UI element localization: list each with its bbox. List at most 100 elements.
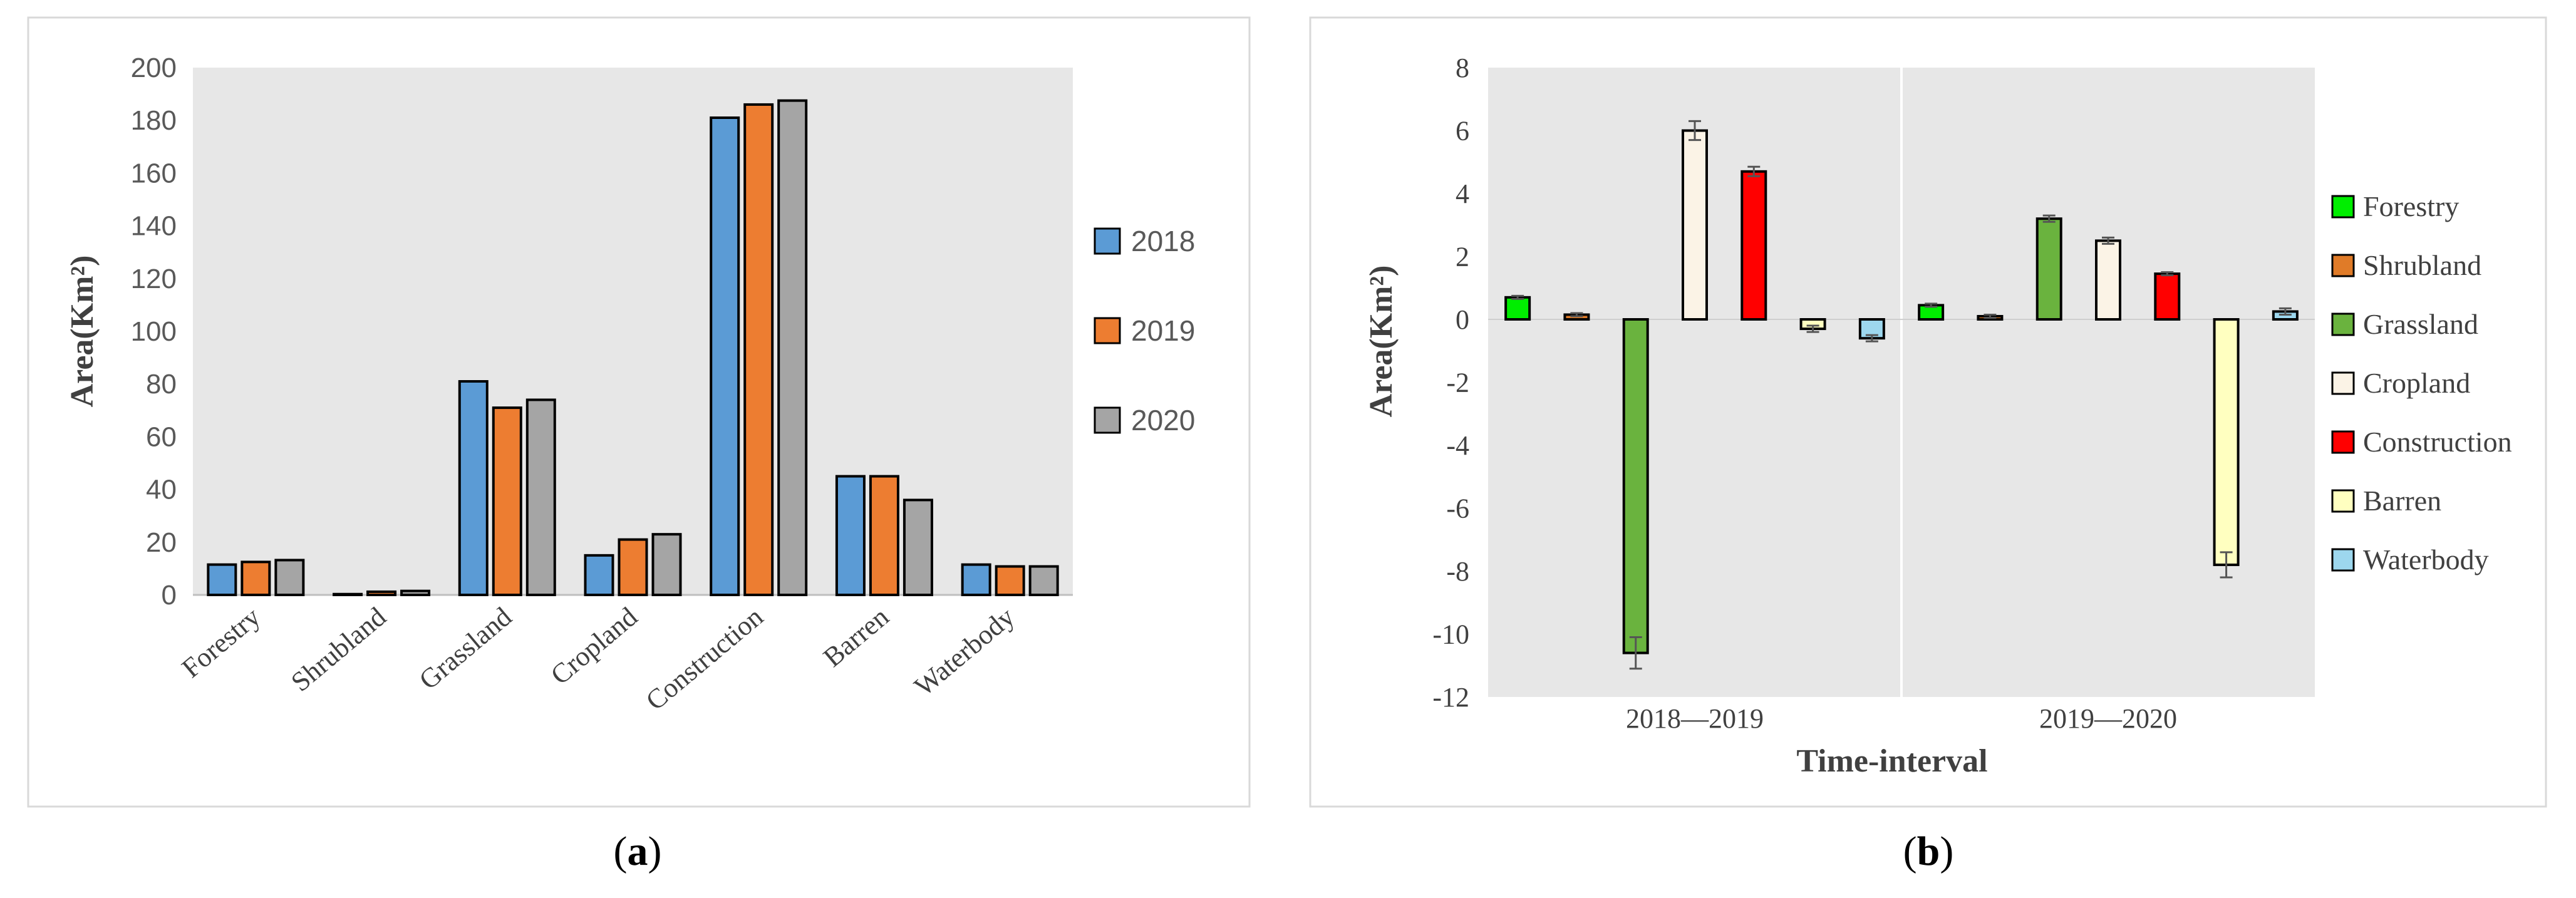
error-bar bbox=[1806, 324, 1819, 333]
panel-b-y-ticks: -12 -10 -8 -6 -4 -2 0 2 4 6 8 bbox=[1432, 53, 2315, 713]
legend-label-grassland: Grassland bbox=[2363, 308, 2478, 340]
panel-a-y-tick-label: 200 bbox=[131, 53, 177, 83]
panel-b-y-axis-label: Area(Km²) bbox=[1363, 266, 1399, 418]
bar-forestry-2020 bbox=[274, 559, 305, 596]
panel-b-legend: Forestry Shrubland Grassland Cropland Constr… bbox=[2331, 190, 2512, 575]
legend-swatch-cropland bbox=[2331, 371, 2355, 395]
bar-cropland-2019 bbox=[618, 538, 648, 597]
bar-forestry-2018-2019 bbox=[1504, 296, 1531, 321]
legend-swatch-2019 bbox=[1094, 317, 1121, 344]
bar-shrubland-2019 bbox=[366, 590, 397, 596]
panel-a-y-tick-label: 20 bbox=[146, 527, 177, 558]
error-bar bbox=[1629, 636, 1642, 670]
legend-label-forestry: Forestry bbox=[2363, 190, 2459, 222]
legend-label-2020: 2020 bbox=[1131, 404, 1195, 436]
panel-b-category-label: 2018—2019 bbox=[1626, 703, 1764, 734]
bar-shrubland-2018 bbox=[333, 592, 363, 596]
bar-construction-2019-2020 bbox=[2154, 272, 2181, 321]
bar-construction-2019 bbox=[743, 103, 774, 596]
panel-b-y-tick-label: 2 bbox=[1456, 242, 1469, 272]
bar-waterbody-2020 bbox=[1028, 565, 1059, 596]
bar-barren-2020 bbox=[903, 498, 933, 596]
panel-b: -12 -10 -8 -6 -4 -2 0 2 4 6 8 2018—2019 2019—2020 A… bbox=[1309, 16, 2547, 874]
panel-a-y-tick-label: 40 bbox=[146, 475, 177, 505]
error-bar bbox=[2102, 236, 2114, 245]
panel-b-y-tick-label: 0 bbox=[1456, 304, 1469, 335]
legend-swatch-barren bbox=[2331, 489, 2355, 513]
error-bar bbox=[1689, 120, 1701, 142]
panel-a-plot-area bbox=[193, 68, 1073, 595]
error-bar bbox=[1511, 294, 1524, 300]
panel-a-y-tick-label: 0 bbox=[162, 580, 177, 611]
panel-a-y-tick-label: 140 bbox=[131, 211, 177, 242]
bar-grassland-2020 bbox=[525, 398, 556, 597]
panel-a-legend: 2018 2019 2020 bbox=[1094, 225, 1195, 436]
error-bar bbox=[1925, 302, 1938, 308]
bar-construction-2020 bbox=[777, 99, 808, 596]
bar-grassland-2018-2019 bbox=[1622, 318, 1649, 654]
legend-swatch-construction bbox=[2331, 430, 2355, 454]
panel-b-x-axis-label: Time-interval bbox=[1796, 743, 1987, 779]
error-bar bbox=[2161, 271, 2174, 277]
panel-a-y-tick-label: 100 bbox=[131, 316, 177, 347]
legend-label-waterbody: Waterbody bbox=[2363, 544, 2489, 575]
panel-b-y-tick-label: -12 bbox=[1432, 682, 1469, 713]
legend-label-cropland: Cropland bbox=[2363, 367, 2470, 399]
error-bar bbox=[1570, 312, 1583, 317]
panel-a-y-tick-label: 60 bbox=[146, 421, 177, 452]
legend-swatch-waterbody bbox=[2331, 548, 2355, 572]
panel-b-caption: (b) bbox=[1903, 828, 1954, 874]
panel-b-bars bbox=[1504, 120, 2299, 670]
bar-construction-2018-2019 bbox=[1741, 170, 1767, 321]
bar-cropland-2019-2020 bbox=[2095, 239, 2121, 321]
legend-label-2019: 2019 bbox=[1131, 314, 1195, 347]
panel-b-y-tick-label: -10 bbox=[1432, 619, 1469, 650]
legend-label-barren: Barren bbox=[2363, 485, 2441, 517]
legend-swatch-grassland bbox=[2331, 312, 2355, 336]
bar-forestry-2019 bbox=[241, 560, 271, 596]
legend-swatch-2018 bbox=[1094, 227, 1121, 255]
legend-swatch-forestry bbox=[2331, 195, 2355, 219]
panel-b-letter: b bbox=[1917, 828, 1940, 874]
panel-a-y-axis-label: Area(Km²) bbox=[65, 255, 100, 408]
bar-barren-2019-2020 bbox=[2213, 318, 2240, 566]
bar-grassland-2019-2020 bbox=[2035, 217, 2062, 321]
panel-b-y-tick-label: -8 bbox=[1446, 556, 1469, 587]
bar-forestry-2018 bbox=[207, 563, 237, 597]
bar-barren-2019 bbox=[869, 475, 899, 596]
bar-waterbody-2019 bbox=[995, 565, 1025, 596]
panel-a-y-tick-label: 180 bbox=[131, 105, 177, 136]
panel-b-y-tick-label: -6 bbox=[1446, 493, 1469, 524]
panel-b-y-tick-label: -2 bbox=[1446, 368, 1469, 398]
panel-a-y-tick-label: 160 bbox=[131, 158, 177, 188]
panel-a-y-tick-label: 80 bbox=[146, 369, 177, 400]
panel-b-y-tick-label: 4 bbox=[1456, 178, 1469, 209]
panel-b-y-tick-label: 6 bbox=[1456, 116, 1469, 147]
bar-shrubland-2020 bbox=[400, 589, 431, 596]
error-bar bbox=[1865, 334, 1878, 343]
panel-a-caption: (a) bbox=[614, 828, 662, 874]
legend-label-shrubland: Shrubland bbox=[2363, 249, 2481, 281]
error-bar bbox=[2042, 214, 2056, 223]
error-bar bbox=[2279, 307, 2292, 316]
panel-b-y-tick-label: -4 bbox=[1446, 430, 1469, 461]
bar-waterbody-2018 bbox=[961, 563, 991, 597]
bar-cropland-2018 bbox=[584, 554, 614, 596]
panel-b-category-labels: 2018—2019 2019—2020 bbox=[1626, 703, 2177, 734]
bar-grassland-2019 bbox=[492, 406, 522, 597]
bar-grassland-2018 bbox=[458, 379, 489, 596]
legend-label-construction: Construction bbox=[2363, 426, 2512, 458]
bar-construction-2018 bbox=[710, 116, 740, 597]
bar-barren-2018 bbox=[835, 475, 866, 596]
error-bar bbox=[1984, 313, 1997, 319]
legend-label-2018: 2018 bbox=[1131, 225, 1195, 257]
bar-cropland-2018-2019 bbox=[1682, 129, 1708, 321]
panel-a-bars bbox=[207, 99, 1059, 597]
legend-swatch-2020 bbox=[1094, 406, 1121, 434]
panel-a-letter: a bbox=[628, 828, 648, 874]
panel-b-y-tick-label: 8 bbox=[1456, 53, 1469, 83]
error-bar bbox=[2220, 551, 2233, 579]
panel-a-y-tick-label: 120 bbox=[131, 264, 177, 294]
